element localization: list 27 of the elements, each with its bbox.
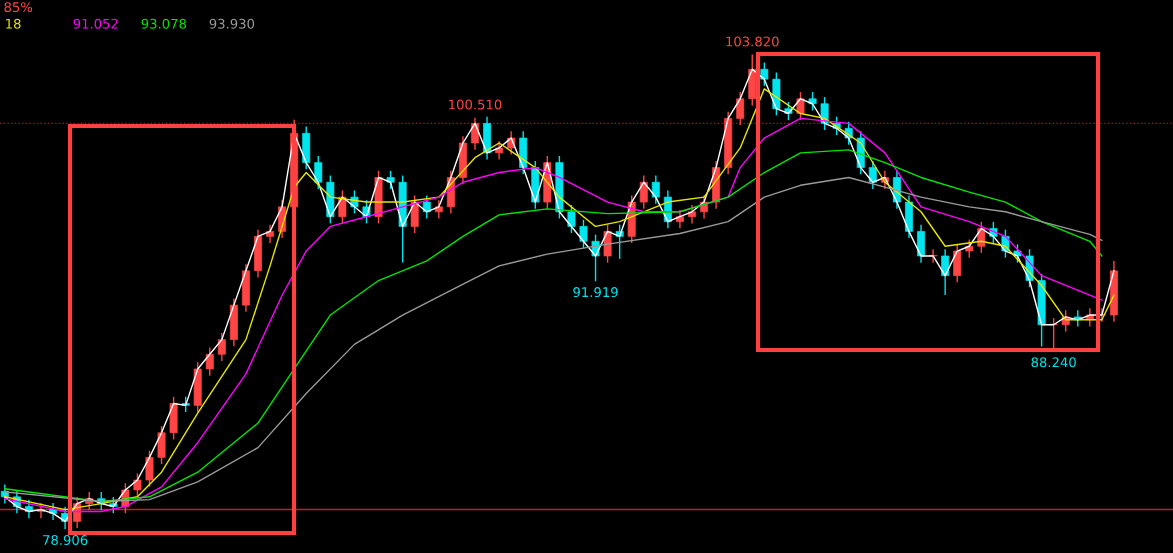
text: 93.930 [209, 18, 255, 29]
candlestick [567, 204, 576, 234]
candlestick [579, 219, 588, 249]
candlestick [651, 174, 660, 205]
candlestick [808, 91, 817, 112]
text: 93.078 [141, 18, 187, 29]
text: 91.052 [73, 18, 118, 29]
candlestick [675, 209, 684, 230]
candlestick [434, 199, 443, 220]
candlestick [217, 332, 226, 362]
annotation: 103.820 [726, 36, 779, 47]
candlestick [688, 204, 696, 225]
text: 85% [4, 2, 33, 13]
candlestick [145, 449, 154, 488]
candlestick [205, 346, 214, 377]
annotation: 88.240 [1031, 357, 1076, 368]
annotation: 78.906 [43, 535, 88, 546]
candlestick [495, 140, 504, 161]
candlestick [314, 155, 323, 190]
candlestick [639, 174, 648, 210]
annotation: 100.510 [449, 99, 502, 110]
candlestick [133, 472, 142, 498]
candlestick [736, 91, 745, 126]
candlestick [941, 248, 950, 296]
candlestick [760, 61, 769, 87]
annotation: 91.919 [573, 287, 618, 298]
text: 18 [6, 18, 21, 29]
